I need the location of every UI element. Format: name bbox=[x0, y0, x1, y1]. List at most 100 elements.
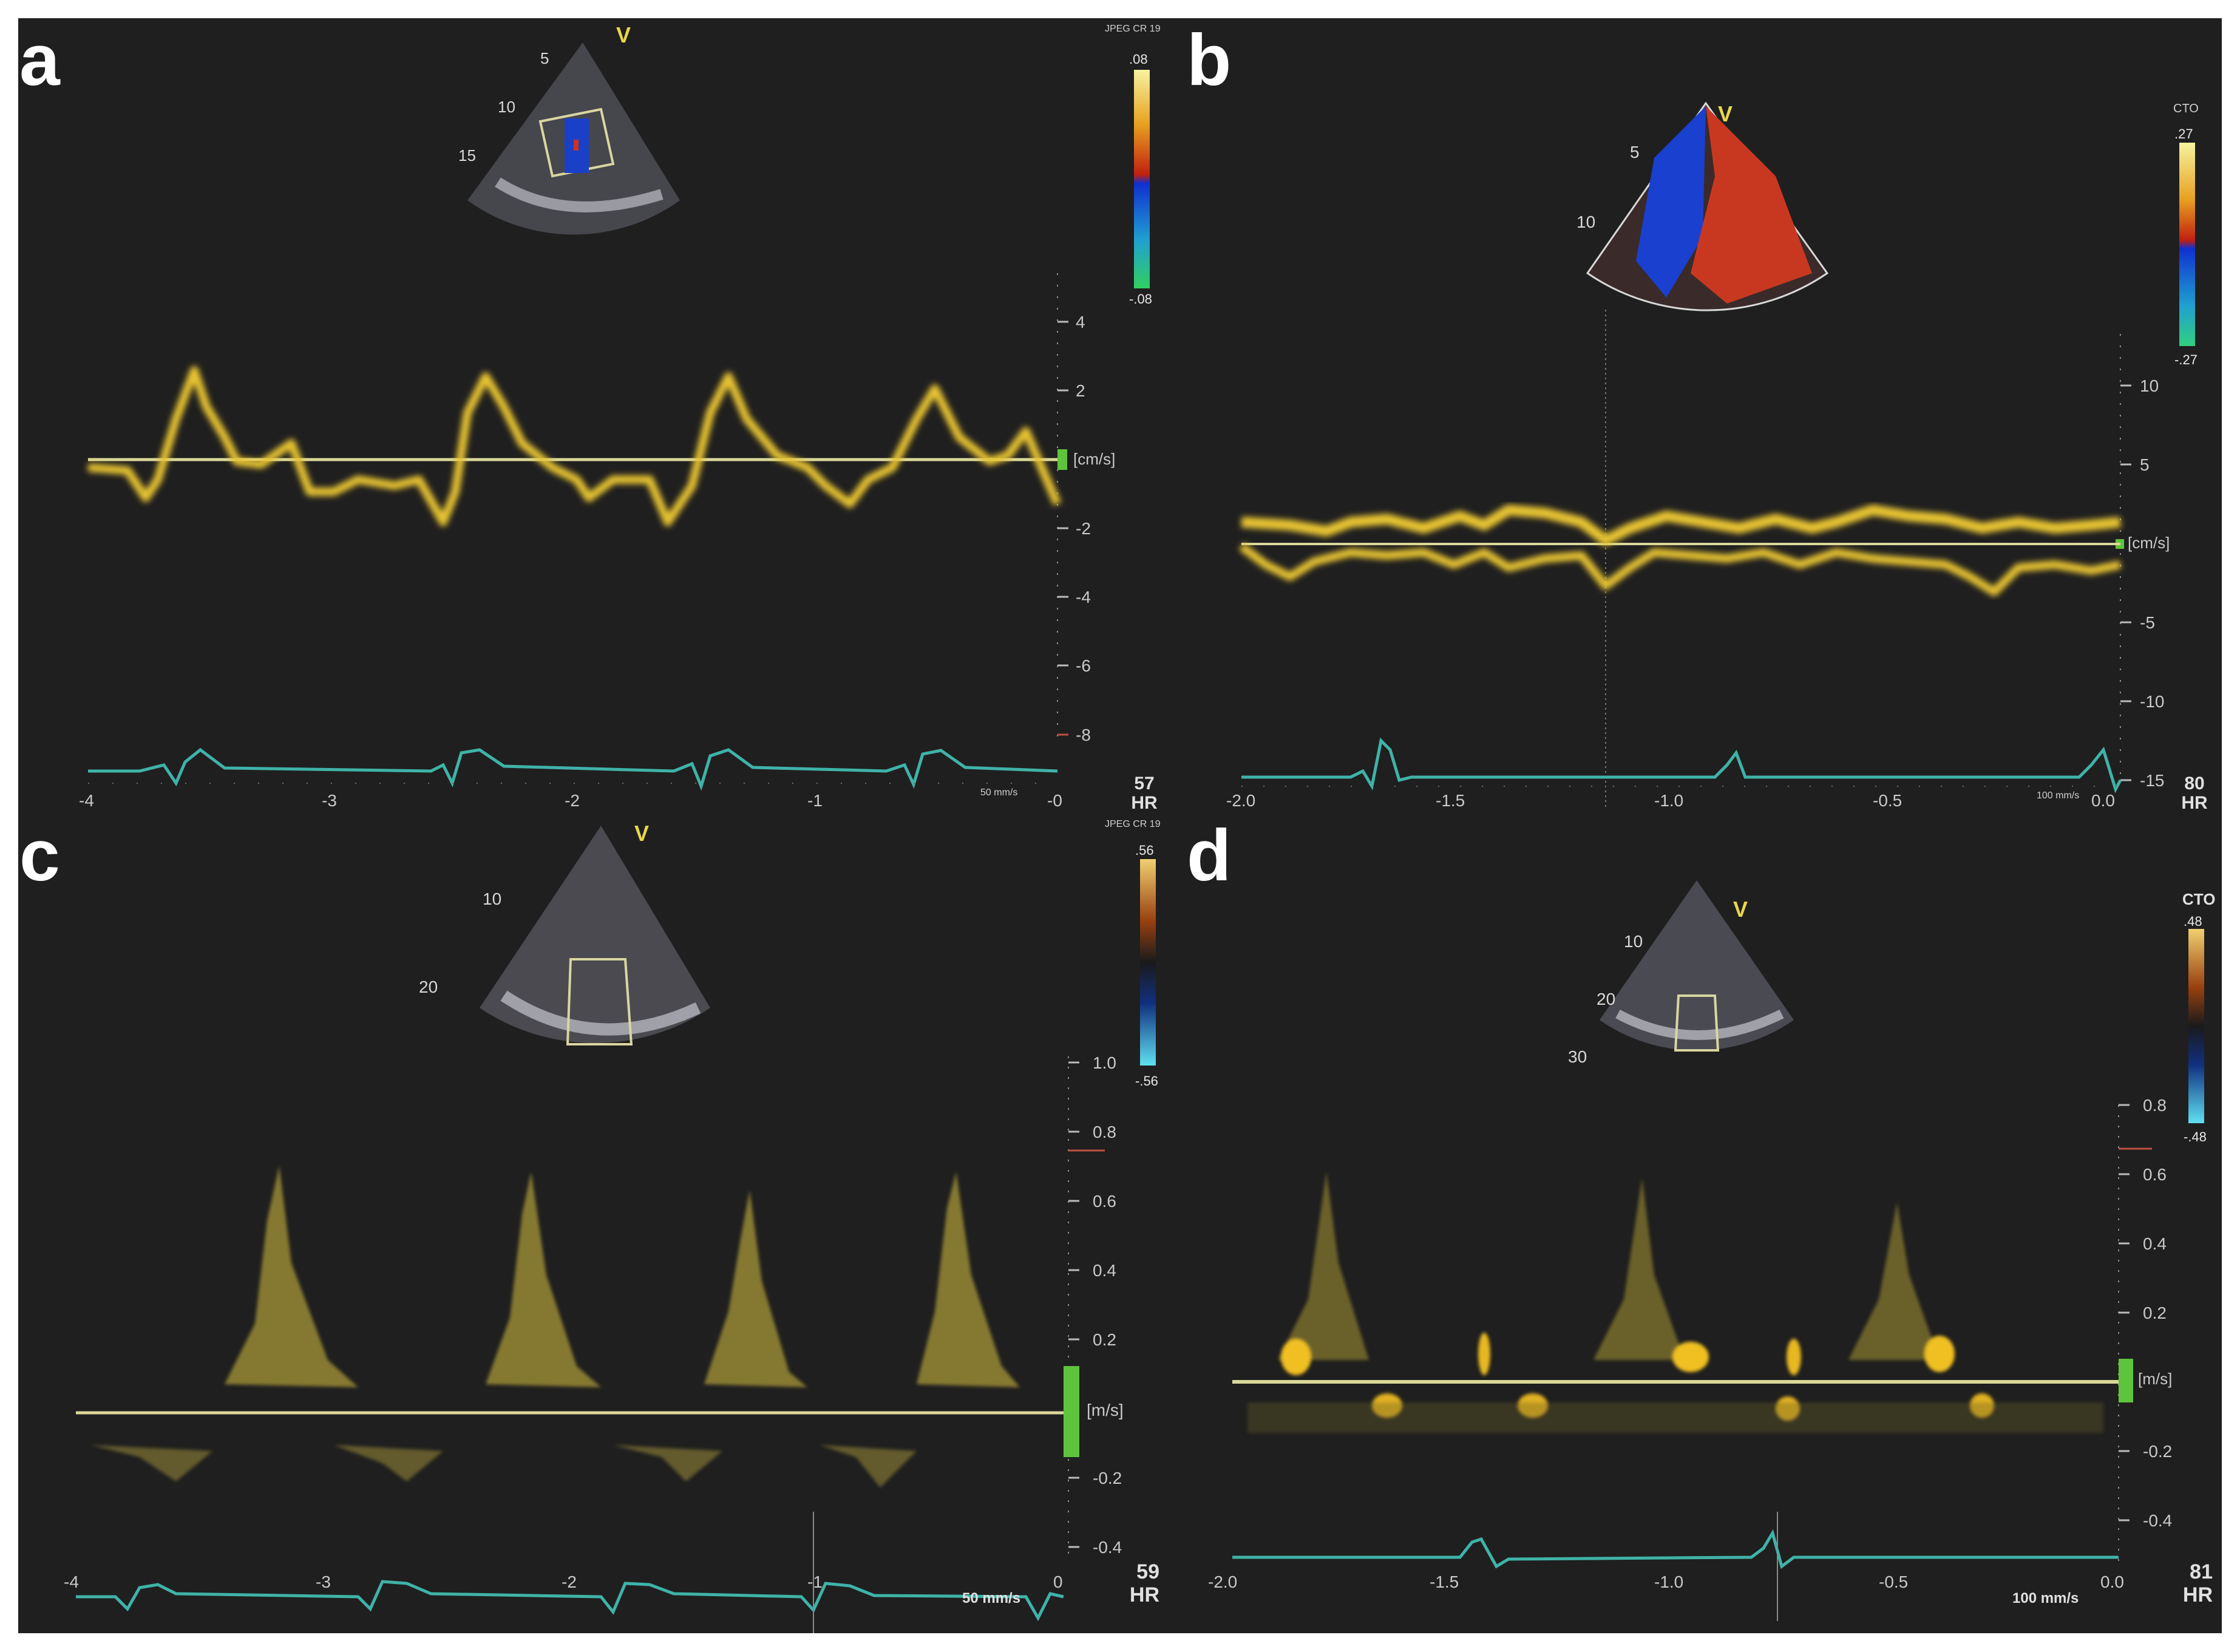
heart-rate-value: 81 bbox=[2190, 1560, 2213, 1583]
velocity-unit: [m/s] bbox=[2138, 1370, 2172, 1388]
scale-indicator bbox=[1064, 1366, 1079, 1457]
x-tick-neg1-0: -1.0 bbox=[1654, 791, 1683, 810]
y-tick-neg0-2: -0.2 bbox=[2143, 1442, 2172, 1461]
velocity-axis bbox=[1068, 1056, 1105, 1554]
panel-c-canvas: c 10 20 V JPEG CR 19 .56 -.56 1.0 0.8 0.… bbox=[19, 815, 1161, 1633]
sweep-speed: 100 mm/s bbox=[2012, 1590, 2079, 1606]
velocity-axis bbox=[1057, 273, 1068, 741]
color-scale-bottom: -.08 bbox=[1129, 291, 1152, 307]
panel-b: b 5 10 V CTO .27 -.27 10 5 -5 -10 -15 [c… bbox=[1169, 18, 2222, 814]
heart-rate-value: 59 bbox=[1136, 1560, 1159, 1583]
x-tick-neg1-5: -1.5 bbox=[1436, 791, 1465, 810]
panel-header: CTO bbox=[2182, 890, 2215, 908]
color-scale-bar bbox=[1140, 859, 1156, 1066]
depth-mark-5: 5 bbox=[1630, 143, 1640, 161]
y-tick-0-2: 0.2 bbox=[2143, 1304, 2167, 1322]
x-tick-neg0-5: -0.5 bbox=[1873, 791, 1902, 810]
echo-image bbox=[1586, 101, 1829, 311]
panel-header: JPEG CR 19 bbox=[1105, 819, 1161, 829]
color-scale-bottom: -.48 bbox=[2184, 1129, 2207, 1144]
color-scale-bottom: -.56 bbox=[1135, 1073, 1158, 1089]
y-tick-neg4: -4 bbox=[1076, 588, 1091, 607]
y-tick-0-4: 0.4 bbox=[2143, 1234, 2167, 1253]
x-tick-neg4: -4 bbox=[79, 791, 94, 810]
panel-label: a bbox=[19, 19, 61, 101]
y-tick-4: 4 bbox=[1076, 313, 1085, 331]
y-tick-2: 2 bbox=[1076, 381, 1085, 400]
y-tick-neg6: -6 bbox=[1076, 656, 1091, 675]
velocity-unit: [cm/s] bbox=[1073, 450, 1115, 468]
x-tick-neg2: -2 bbox=[562, 1572, 577, 1591]
y-tick-neg0-4: -0.4 bbox=[1093, 1538, 1122, 1557]
depth-mark-10: 10 bbox=[1624, 932, 1643, 951]
depth-mark-15: 15 bbox=[458, 146, 476, 165]
color-scale-top: .56 bbox=[1135, 843, 1154, 858]
echo-image bbox=[480, 826, 710, 1045]
y-tick-5: 5 bbox=[2140, 455, 2150, 474]
spectral-doppler bbox=[91, 1166, 1020, 1487]
ecg-trace bbox=[88, 747, 1058, 791]
panel-a: a 5 10 15 V JPEG CR 19 .08 -.08 4 2 -2 -… bbox=[18, 18, 1169, 814]
heart-rate-value: 57 bbox=[1134, 773, 1154, 794]
doppler-trace bbox=[1238, 505, 2122, 596]
heart-rate-label: HR bbox=[1131, 793, 1158, 813]
heart-rate-label: HR bbox=[2181, 793, 2208, 813]
panel-label: d bbox=[1187, 815, 1231, 896]
depth-mark-20: 20 bbox=[1597, 990, 1615, 1008]
panel-c: c 10 20 V JPEG CR 19 .56 -.56 1.0 0.8 0.… bbox=[18, 814, 1169, 1633]
depth-mark-10: 10 bbox=[483, 889, 501, 908]
echo-image bbox=[1600, 880, 1794, 1052]
panel-d: d 10 20 30 V CTO .48 -.48 0.8 0.6 0.4 0.… bbox=[1169, 814, 2222, 1633]
y-tick-neg0-4: -0.4 bbox=[2143, 1511, 2172, 1530]
panel-label: b bbox=[1187, 19, 1231, 101]
v-marker: V bbox=[1718, 101, 1733, 126]
panel-d-canvas: d 10 20 30 V CTO .48 -.48 0.8 0.6 0.4 0.… bbox=[1187, 815, 2215, 1621]
scale-indicator bbox=[1057, 449, 1067, 470]
y-tick-neg10: -10 bbox=[2140, 692, 2164, 711]
v-marker: V bbox=[616, 22, 631, 47]
x-tick-0: 0 bbox=[1053, 1572, 1063, 1591]
x-tick-neg2-0: -2.0 bbox=[1208, 1572, 1237, 1591]
depth-mark-10: 10 bbox=[498, 98, 515, 116]
v-marker: V bbox=[1733, 897, 1748, 922]
heart-rate-label: HR bbox=[1130, 1583, 1159, 1606]
y-tick-neg8: -8 bbox=[1076, 726, 1091, 744]
echo-image bbox=[467, 42, 680, 235]
x-tick-neg2: -2 bbox=[565, 791, 580, 810]
y-tick-0-4: 0.4 bbox=[1093, 1261, 1116, 1280]
x-tick-neg0-5: -0.5 bbox=[1879, 1572, 1908, 1591]
x-tick-neg1-0: -1.0 bbox=[1654, 1572, 1683, 1591]
depth-mark-10: 10 bbox=[1576, 212, 1595, 231]
panel-header: JPEG CR 19 bbox=[1105, 24, 1161, 34]
y-tick-neg5: -5 bbox=[2140, 613, 2155, 632]
depth-mark-30: 30 bbox=[1568, 1047, 1587, 1066]
doppler-trace bbox=[87, 366, 1062, 526]
y-tick-0-2: 0.2 bbox=[1093, 1330, 1116, 1349]
color-scale-bottom: -.27 bbox=[2174, 352, 2198, 367]
depth-mark-5: 5 bbox=[540, 49, 549, 67]
color-scale-top: .08 bbox=[1129, 52, 1148, 67]
ecg-trace bbox=[76, 1580, 1064, 1622]
scale-indicator bbox=[2119, 1359, 2133, 1402]
color-scale-bar bbox=[2188, 929, 2204, 1123]
y-tick-0-6: 0.6 bbox=[2143, 1165, 2167, 1184]
y-tick-neg0-2: -0.2 bbox=[1093, 1469, 1122, 1487]
color-scale-top: .27 bbox=[2174, 126, 2193, 141]
v-marker: V bbox=[634, 821, 649, 846]
sweep-speed: 50 mm/s bbox=[980, 787, 1017, 798]
x-tick-neg3: -3 bbox=[316, 1572, 331, 1591]
y-tick-neg2: -2 bbox=[1076, 519, 1091, 538]
spectral-doppler bbox=[1247, 1172, 2103, 1433]
y-tick-10: 10 bbox=[2140, 376, 2159, 395]
color-scale-bar bbox=[2179, 143, 2195, 346]
x-tick-0-0: 0.0 bbox=[2100, 1572, 2124, 1591]
panel-header: CTO bbox=[2173, 102, 2199, 115]
velocity-axis bbox=[2118, 1104, 2152, 1566]
y-tick-neg15: -15 bbox=[2140, 771, 2164, 790]
color-scale-bar bbox=[1134, 70, 1150, 288]
ecg-trace bbox=[1241, 737, 2122, 794]
y-tick-0-6: 0.6 bbox=[1093, 1192, 1116, 1211]
velocity-axis bbox=[2120, 334, 2131, 783]
velocity-unit: [m/s] bbox=[1087, 1401, 1124, 1419]
x-tick-neg1-5: -1.5 bbox=[1430, 1572, 1459, 1591]
